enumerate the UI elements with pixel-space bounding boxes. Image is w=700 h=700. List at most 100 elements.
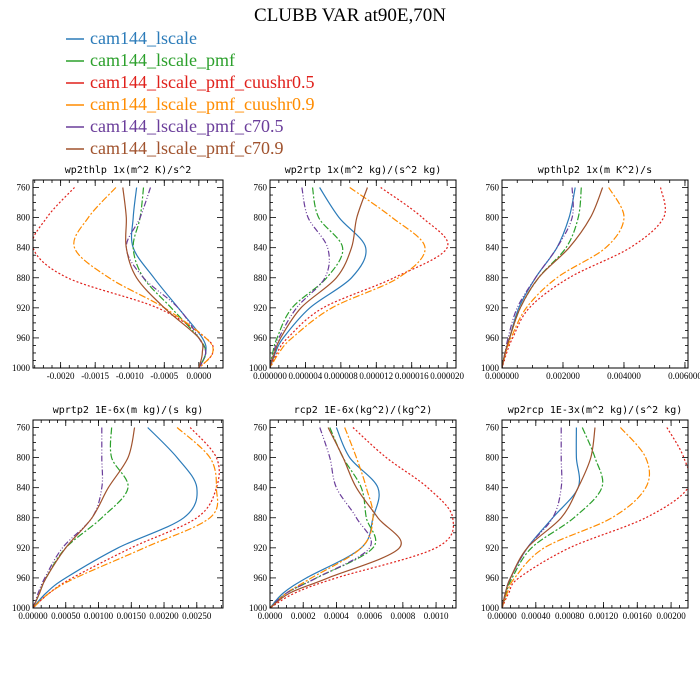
y-tick-label: 840 (17, 243, 31, 253)
series-line-4 (502, 187, 625, 368)
y-tick-label: 760 (486, 183, 500, 193)
series-line-6 (33, 427, 136, 608)
series-line-4 (33, 427, 219, 608)
series-line-1 (270, 187, 367, 368)
y-tick-label: 880 (486, 273, 500, 283)
series-line-4 (502, 427, 651, 608)
x-tick-label: -0.0015 (81, 371, 109, 381)
series-line-1 (33, 427, 198, 608)
x-tick-label: 0.0004 (324, 611, 349, 621)
x-tick-label: 0.006000 (668, 371, 700, 381)
x-tick-label: 0.000020 (430, 371, 464, 381)
panel-1: wp2thlp 1x(m^2 K)/s^2 760 800 840 880 920 960 1… (12, 165, 224, 381)
plot-frame (32, 179, 224, 369)
y-tick-label: 760 (254, 423, 268, 433)
panel-4: wprtp2 1E-6x(m kg)/(s kg) 760 800 840 880 920… (12, 405, 224, 621)
y-tick-label: 880 (486, 513, 500, 523)
panel-5: rcp2 1E-6x(kg^2)/(kg^2) 760 800 840 880 920 96… (249, 405, 457, 621)
y-tick-label: 840 (486, 483, 500, 493)
series-line-2 (33, 427, 129, 608)
x-tick-label: 0.00000 (18, 611, 48, 621)
y-tick-label: 840 (486, 243, 500, 253)
panel-6: wp2rcp 1E-3x(m^2 kg)/(s^2 kg) 760 800 840 88… (481, 405, 689, 621)
y-tick-label: 800 (17, 453, 31, 463)
y-tick-label: 920 (486, 303, 500, 313)
x-tick-label: 0.00250 (182, 611, 212, 621)
series-line-6 (502, 187, 604, 368)
series-line-5 (33, 427, 104, 608)
series-group (33, 427, 220, 608)
x-tick-label: 0.0006 (357, 611, 382, 621)
series-line-5 (502, 187, 574, 368)
y-tick-label: 920 (254, 543, 268, 553)
panels: wp2thlp 1x(m^2 K)/s^2 760 800 840 880 920 960 1… (12, 165, 700, 621)
series-line-5 (270, 187, 330, 368)
x-tick-label: 0.000004 (289, 371, 323, 381)
x-tick-label: 0.00000 (487, 611, 517, 621)
y-tick-label: 800 (486, 453, 500, 463)
y-tick-label: 1000 (12, 363, 31, 373)
y-tick-label: 840 (254, 243, 268, 253)
y-tick-label: 920 (17, 543, 31, 553)
series-line-4 (73, 187, 214, 368)
x-tick-label: 0.000016 (395, 371, 429, 381)
legend-entry-4: cam144_lscale_pmf_cuushr0.9 (90, 94, 314, 114)
y-tick-label: 800 (254, 213, 268, 223)
y-tick-label: 1000 (481, 603, 500, 613)
y-tick-label: 1000 (12, 603, 31, 613)
y-tick-label: 920 (17, 303, 31, 313)
series-group (270, 427, 455, 608)
panel-3: wpthlp2 1x(m K^2)/s 760 800 840 880 920 960 100… (481, 165, 700, 381)
x-tick-label: 0.000000 (485, 371, 519, 381)
series-line-3 (270, 187, 449, 368)
panel-2: wp2rtp 1x(m^2 kg)/(s^2 kg) 760 800 840 880 92… (249, 165, 465, 381)
series-line-1 (502, 427, 581, 608)
x-tick-label: 0.00040 (521, 611, 551, 621)
x-tick-label: 0.00120 (589, 611, 619, 621)
series-line-6 (270, 427, 402, 608)
series-line-2 (270, 187, 344, 368)
y-tick-label: 760 (254, 183, 268, 193)
y-tick-label: 800 (17, 213, 31, 223)
x-tick-label: 0.0010 (424, 611, 449, 621)
x-tick-label: 0.000012 (359, 371, 393, 381)
x-tick-label: 0.0000 (186, 371, 211, 381)
series-line-3 (270, 427, 455, 608)
series-line-6 (502, 427, 596, 608)
y-tick-label: 880 (17, 513, 31, 523)
series-line-4 (270, 187, 426, 368)
series-line-3 (502, 187, 666, 368)
legend-entry-5: cam144_lscale_pmf_c70.5 (90, 116, 283, 136)
x-tick-label: 0.000000 (253, 371, 287, 381)
y-tick-label: 840 (254, 483, 268, 493)
panel-title: wp2rcp 1E-3x(m^2 kg)/(s^2 kg) (508, 405, 683, 416)
legend-entry-3: cam144_lscale_pmf_cuushr0.5 (90, 72, 314, 92)
y-tick-label: 760 (17, 423, 31, 433)
legend-entry-2: cam144_lscale_pmf (90, 50, 235, 70)
panel-title: wp2rtp 1x(m^2 kg)/(s^2 kg) (285, 165, 442, 176)
legend-entry-1: cam144_lscale (90, 28, 197, 48)
x-tick-label: -0.0005 (150, 371, 178, 381)
series-group (502, 187, 666, 368)
x-tick-label: 0.00200 (149, 611, 179, 621)
plot-frame (269, 179, 457, 369)
y-tick-label: 1000 (249, 363, 268, 373)
y-tick-label: 880 (254, 513, 268, 523)
y-tick-label: 840 (17, 483, 31, 493)
series-line-5 (502, 427, 563, 608)
x-tick-label: 0.002000 (546, 371, 580, 381)
plot-frame (269, 419, 457, 609)
y-tick-label: 760 (17, 183, 31, 193)
panel-title: wprtp2 1E-6x(m kg)/(s kg) (53, 405, 204, 416)
series-line-6 (122, 187, 204, 368)
x-tick-label: -0.0010 (116, 371, 144, 381)
legend: cam144_lscalecam144_lscale_pmfcam144_lsc… (66, 28, 314, 158)
series-line-5 (125, 187, 207, 368)
series-line-2 (270, 427, 377, 608)
x-tick-label: 0.00160 (623, 611, 653, 621)
plot-frame (32, 419, 224, 609)
panel-title: wp2thlp 1x(m^2 K)/s^2 (65, 165, 191, 176)
y-tick-label: 1000 (249, 603, 268, 613)
x-tick-label: 0.0002 (291, 611, 316, 621)
